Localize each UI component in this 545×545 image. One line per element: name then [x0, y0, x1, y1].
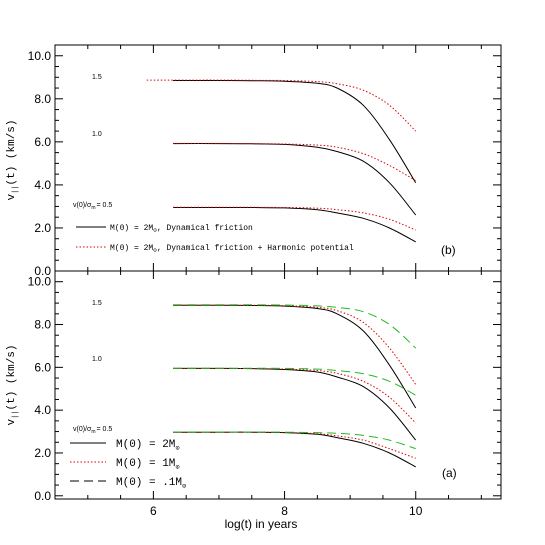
y-tick-label: 2.0 — [34, 446, 51, 460]
series-line-dashed — [173, 431, 416, 450]
panel-a-y-axis-label: v||(t) (km/s) — [6, 344, 20, 425]
y-tick-label: 10.0 — [28, 275, 52, 289]
panel-b-annotation-1-0: 1.0 — [92, 131, 102, 138]
series-line-dotted — [146, 79, 417, 132]
x-tick-label: 8 — [281, 504, 288, 518]
panel-a-annotation-1-0: 1.0 — [92, 356, 102, 363]
y-tick-label: 0.0 — [34, 489, 51, 503]
y-tick-label: 2.0 — [34, 221, 51, 235]
x-axis-label: log(t) in years — [225, 517, 298, 531]
panel-a-annotation-ratio: v(0)/σm= 0.5 — [73, 426, 112, 435]
y-tick-label: 4.0 — [34, 178, 51, 192]
panel-b-series — [146, 79, 417, 243]
legend-entry-1m: M(0) = 1M⊙ — [116, 458, 180, 472]
x-tick-label: 6 — [150, 504, 157, 518]
panel-a: 0.0 2.0 4.0 6.0 8.0 10.0 6 8 10 (a) 1.5 1.0 v(0… — [6, 270, 502, 531]
panel-a-x-tick-labels: 6 8 10 — [150, 504, 423, 518]
y-tick-label: 8.0 — [34, 92, 51, 106]
y-tick-label: 0.0 — [34, 264, 51, 278]
panel-a-frame — [54, 270, 502, 500]
panel-a-y-tick-labels: 0.0 2.0 4.0 6.0 8.0 10.0 — [28, 275, 52, 503]
series-line-dotted — [173, 142, 416, 182]
x-tick-label: 10 — [409, 504, 423, 518]
legend-entry-2m-dynamical-friction: M(0) = 2M⊙, Dynamical friction — [110, 224, 253, 234]
y-tick-label: 8.0 — [34, 318, 51, 332]
panel-a-ticks — [55, 271, 501, 499]
panel-b-annotation-ratio: v(0)/σm= 0.5 — [73, 202, 112, 211]
panel-a-label: (a) — [442, 466, 457, 480]
legend-entry-0-1m: M(0) = .1M⊙ — [116, 477, 186, 491]
series-line-dashed — [173, 367, 416, 396]
panel-b-annotation-1-5: 1.5 — [92, 74, 102, 81]
panel-a-series — [173, 304, 417, 468]
panel-b-y-tick-labels: 0.0 2.0 4.0 6.0 8.0 10.0 — [28, 49, 52, 278]
panel-b-legend: M(0) = 2M⊙, Dynamical friction M(0) = 2M… — [76, 224, 354, 254]
panel-b: 0.0 2.0 4.0 6.0 8.0 10.0 (b) 1.5 1.0 v(0)/σm=… — [6, 44, 502, 278]
y-tick-label: 6.0 — [34, 135, 51, 149]
series-line-solid — [173, 80, 417, 184]
panel-a-legend: M(0) = 2M⊙ M(0) = 1M⊙ M(0) = .1M⊙ — [70, 439, 186, 491]
series-line-dashed — [173, 304, 417, 349]
y-tick-label: 6.0 — [34, 360, 51, 374]
legend-entry-2m: M(0) = 2M⊙ — [116, 439, 180, 453]
panel-b-ticks — [55, 45, 501, 272]
panel-b-y-axis-label: v||(t) (km/s) — [6, 119, 20, 200]
panel-a-annotation-1-5: 1.5 — [92, 300, 102, 307]
panel-b-label: (b) — [441, 243, 456, 257]
y-tick-label: 4.0 — [34, 403, 51, 417]
y-tick-label: 10.0 — [28, 49, 52, 63]
series-line-dotted — [173, 206, 416, 231]
legend-entry-2m-harmonic-potential: M(0) = 2M⊙, Dynamical friction + Harmoni… — [110, 244, 354, 254]
